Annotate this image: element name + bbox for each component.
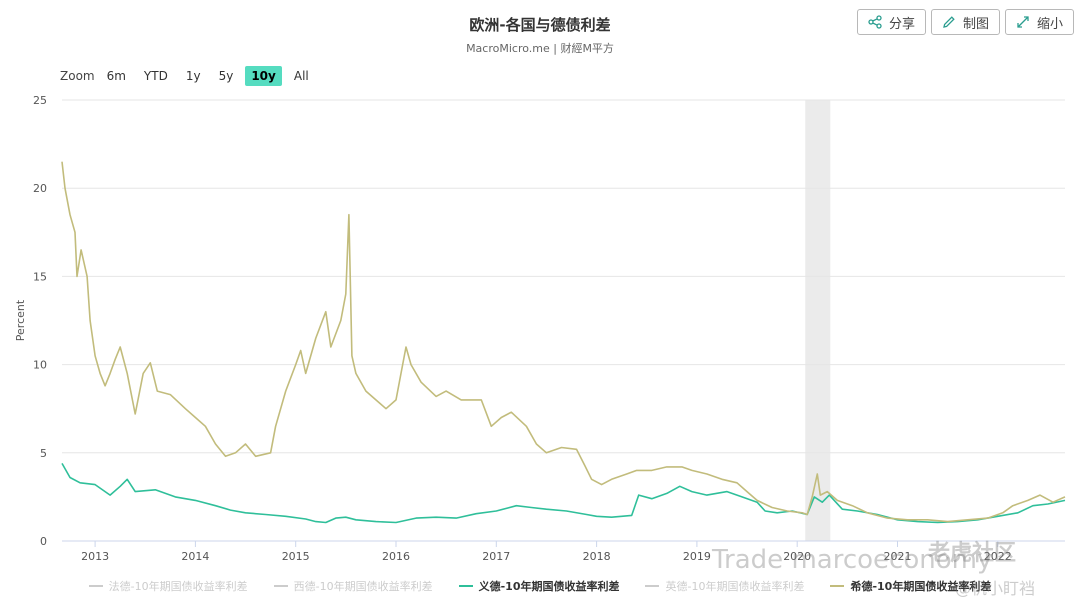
x-tick-label: 2020 <box>783 550 811 563</box>
shrink-icon <box>1016 15 1030 29</box>
legend-label: 义德-10年期国债收益率利差 <box>478 580 620 593</box>
legend-item-italy[interactable]: 义德-10年期国债收益率利差 <box>458 578 620 594</box>
x-tick-label: 2016 <box>382 550 410 563</box>
y-tick-label: 0 <box>40 535 47 548</box>
share-label: 分享 <box>888 16 915 32</box>
x-tick-label: 2015 <box>282 550 310 563</box>
shrink-label: 缩小 <box>1036 16 1063 32</box>
legend-swatch <box>458 585 473 587</box>
watermark-community: 老虎社区 <box>928 541 1017 566</box>
legend-label: 英德-10年期国债收益率利差 <box>665 580 805 593</box>
draw-label: 制图 <box>962 16 989 32</box>
x-tick-label: 2018 <box>583 550 611 563</box>
y-axis-title: Percent <box>14 299 27 341</box>
x-tick-label: 2022 <box>984 550 1012 563</box>
zoom-1y-button[interactable]: 1y <box>185 69 201 83</box>
legend-item-spain[interactable]: 西德-10年期国债收益率利差 <box>273 578 433 594</box>
y-tick-label: 20 <box>33 182 47 195</box>
chart-subtitle: MacroMicro.me | 财經M平方 <box>466 42 614 55</box>
y-tick-label: 5 <box>40 447 47 460</box>
y-tick-label: 25 <box>33 94 47 107</box>
zoom-selector: Zoom 6m YTD 1y 5y 10y All <box>60 66 321 86</box>
zoom-10y-button[interactable]: 10y <box>245 66 282 86</box>
zoom-6m-button[interactable]: 6m <box>106 69 126 83</box>
zoom-5y-button[interactable]: 5y <box>218 69 234 83</box>
legend-label: 法德-10年期国债收益率利差 <box>108 580 248 593</box>
legend-item-uk[interactable]: 英德-10年期国债收益率利差 <box>645 578 804 594</box>
legend-swatch <box>830 585 845 587</box>
zoom-ytd-button[interactable]: YTD <box>143 69 168 83</box>
zoom-all-button[interactable]: All <box>293 69 309 83</box>
pencil-icon <box>942 15 956 29</box>
watermark-text: Trade marcoeconomy <box>712 545 993 575</box>
y-tick-label: 10 <box>33 359 47 372</box>
zoom-label: Zoom <box>60 69 95 83</box>
series-line-greece-germany <box>61 161 1066 523</box>
recession-band <box>805 100 831 541</box>
chart-legend: 法德-10年期国债收益率利差 西德-10年期国债收益率利差 义德-10年期国债收… <box>0 578 1080 594</box>
legend-swatch <box>273 585 288 587</box>
shrink-button[interactable]: 缩小 <box>1004 9 1074 35</box>
chart-title: 欧洲-各国与德债利差 <box>469 16 611 34</box>
x-tick-label: 2013 <box>81 550 109 563</box>
watermark-handle: @帆小盯裆 <box>955 579 1036 598</box>
legend-item-france[interactable]: 法德-10年期国债收益率利差 <box>88 578 248 594</box>
legend-swatch <box>88 585 103 587</box>
share-icon <box>868 15 882 29</box>
series-line-italy-germany <box>61 463 1066 524</box>
x-tick-label: 2019 <box>683 550 711 563</box>
draw-button[interactable]: 制图 <box>930 9 1000 35</box>
x-tick-label: 2021 <box>883 550 911 563</box>
x-tick-label: 2017 <box>482 550 510 563</box>
y-tick-label: 15 <box>33 270 47 283</box>
legend-swatch <box>645 585 660 587</box>
legend-item-greece[interactable]: 希德-10年期国债收益率利差 <box>830 578 991 594</box>
legend-label: 西德-10年期国债收益率利差 <box>293 580 433 593</box>
chart-toolbar: 分享 制图 缩小 <box>856 9 1074 35</box>
legend-label: 希德-10年期国债收益率利差 <box>850 580 992 593</box>
share-button[interactable]: 分享 <box>856 9 926 35</box>
x-tick-label: 2014 <box>181 550 209 563</box>
